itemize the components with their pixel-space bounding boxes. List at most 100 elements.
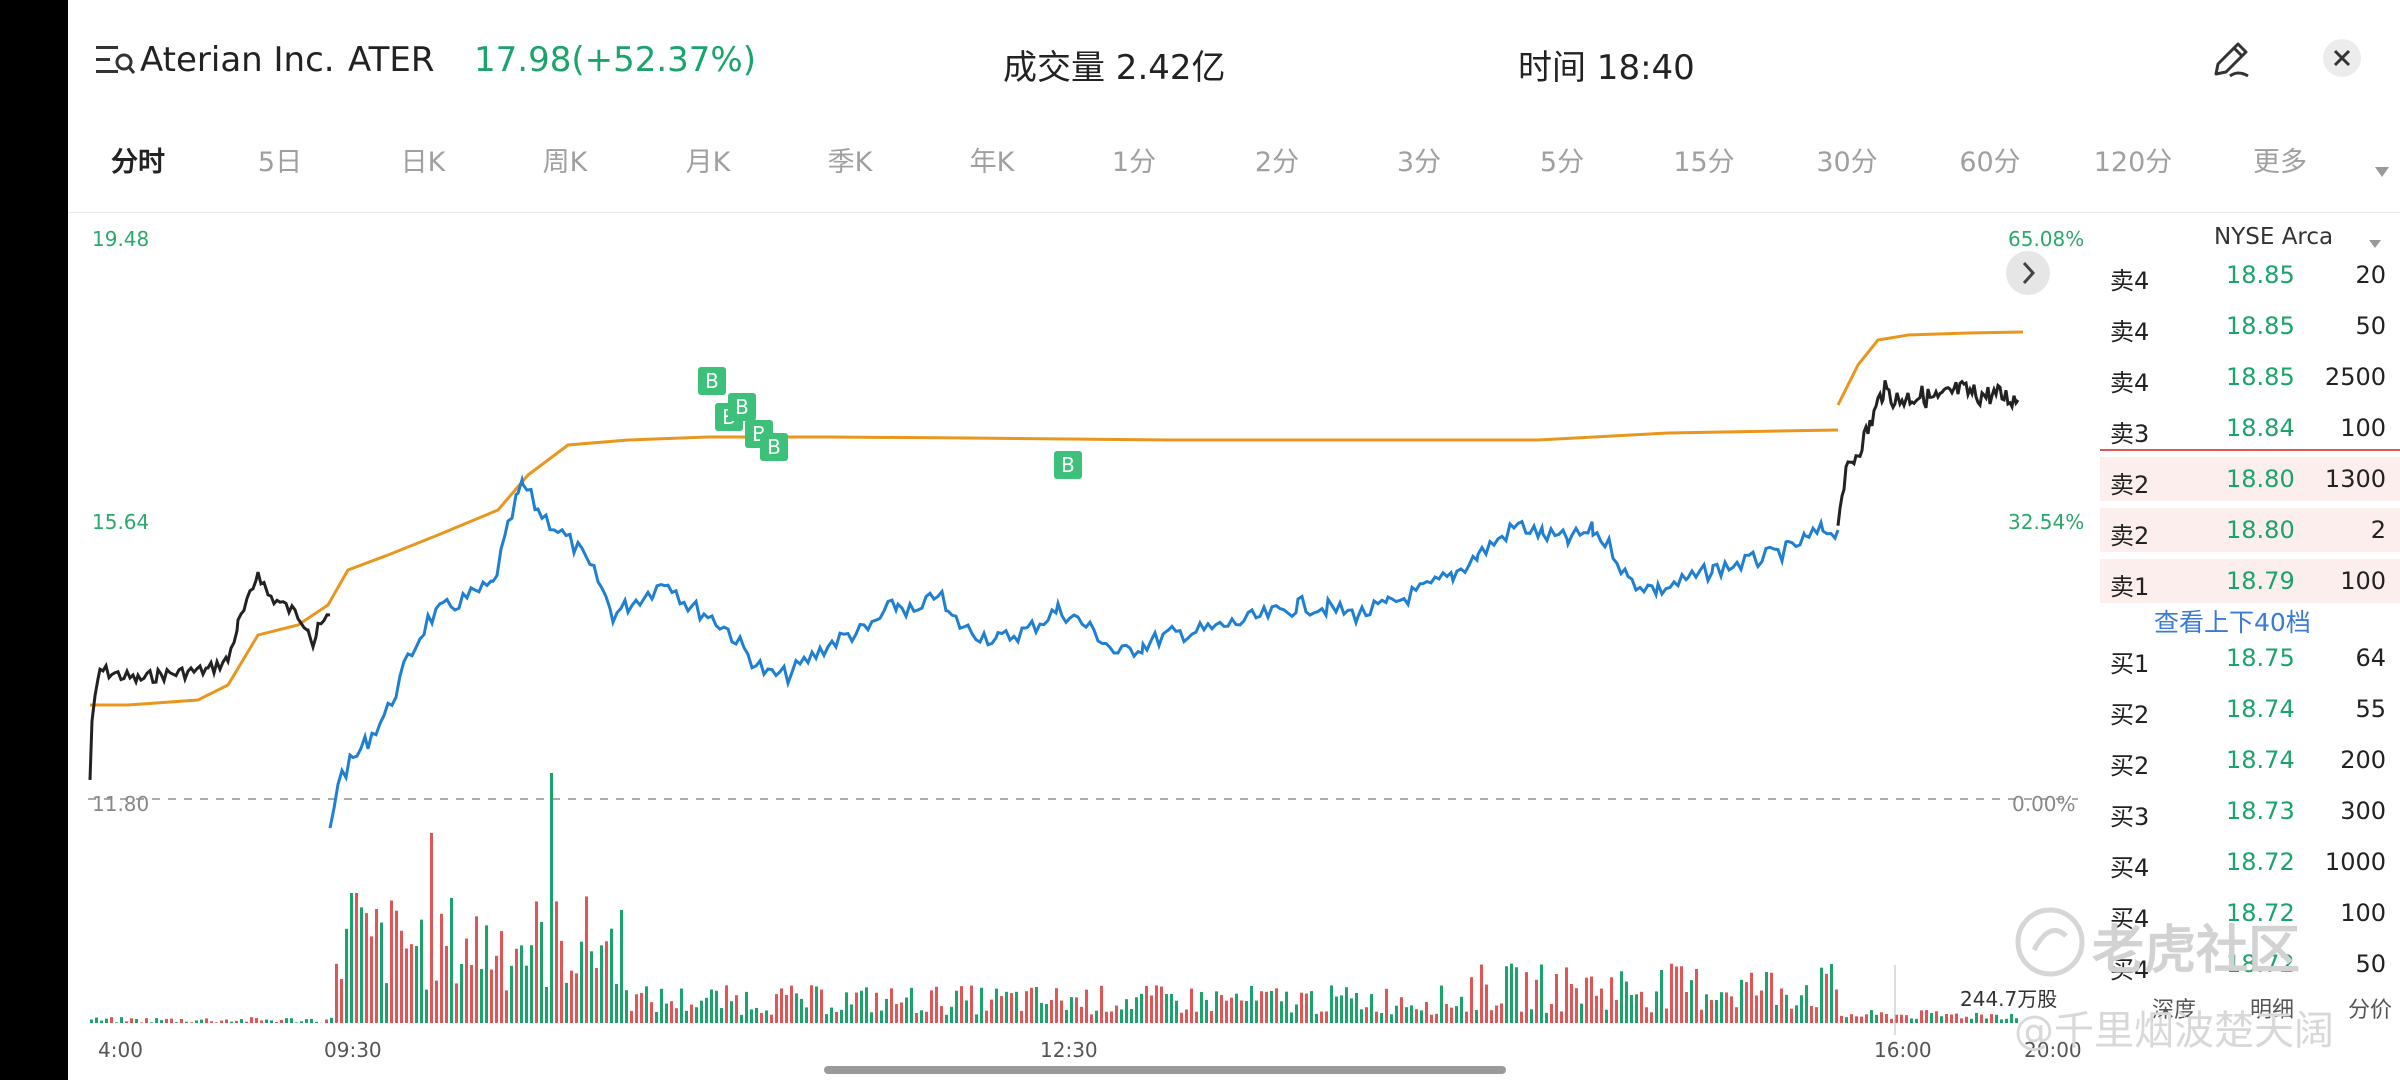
volume-bar <box>1660 970 1663 1023</box>
volume-bar <box>570 970 573 1023</box>
tab-5day[interactable]: 5日 <box>257 147 303 178</box>
ask-row[interactable]: 卖3 18.84 100 <box>2100 406 2400 450</box>
volume-bar <box>1165 993 1168 1023</box>
volume-bar <box>225 1019 228 1023</box>
bid-row[interactable]: 买2 18.74 55 <box>2100 687 2400 731</box>
volume-bar <box>415 946 418 1023</box>
expand-chart-button[interactable] <box>2006 251 2050 295</box>
x-label-4am: 4:00 <box>98 1038 143 1062</box>
pct-label-top: 65.08% <box>2008 227 2085 251</box>
volume-bar <box>560 940 563 1023</box>
volume-bar <box>145 1018 148 1023</box>
volume-bar <box>1400 997 1403 1023</box>
volume-bar <box>340 978 343 1023</box>
bid-qty: 50 <box>2355 950 2386 978</box>
tab-intraday[interactable]: 分时 <box>111 147 165 178</box>
volume-bar <box>205 1018 208 1023</box>
ask-qty: 100 <box>2340 567 2386 595</box>
volume-bar <box>1280 1001 1283 1023</box>
bid-row[interactable]: 买4 18.72 100 <box>2100 891 2400 935</box>
ask-row[interactable]: 卖4 18.85 2500 <box>2100 355 2400 399</box>
edit-pen-icon[interactable] <box>2208 36 2254 91</box>
volume-bar <box>420 919 423 1023</box>
ask-row[interactable]: 卖2 18.80 2 <box>2100 508 2400 552</box>
volume-bar <box>1585 977 1588 1023</box>
more-dropdown-icon[interactable] <box>2374 154 2390 185</box>
volume-bar <box>890 988 893 1023</box>
buy-marker[interactable]: B <box>698 367 726 395</box>
volume-bar <box>1960 1018 1963 1023</box>
bid-row[interactable]: 买1 18.75 64 <box>2100 636 2400 680</box>
intraday-chart[interactable]: BBBBBB 19.48 15.64 11.80 65.08% 32.54% 0… <box>68 215 2088 1080</box>
stock-chart-screen: Aterian Inc. ATER 17.98(+52.37%) 成交量 2.4… <box>68 0 2400 1080</box>
volume-bar <box>620 909 623 1023</box>
volume-bar <box>1180 1012 1183 1023</box>
tab-details[interactable]: 明细 <box>2250 998 2295 1023</box>
tab-yearly-k[interactable]: 年K <box>969 147 1015 178</box>
volume-bar <box>1465 1011 1468 1023</box>
bid-row[interactable]: 买2 18.74 200 <box>2100 738 2400 782</box>
volume-bar <box>1095 1010 1098 1023</box>
menu-search-icon[interactable] <box>94 40 136 89</box>
volume-bar <box>1425 1002 1428 1023</box>
volume-bar <box>1305 993 1308 1023</box>
bid-qty: 64 <box>2355 644 2386 672</box>
tab-quarterly-k[interactable]: 季K <box>827 147 873 178</box>
bid-row[interactable]: 买4 18.72 50 <box>2100 942 2400 986</box>
tab-5min[interactable]: 5分 <box>1539 147 1585 178</box>
view-40-levels-link[interactable]: 查看上下40档 <box>2154 608 2311 637</box>
tab-2min[interactable]: 2分 <box>1254 147 1300 178</box>
volume-bar <box>680 988 683 1023</box>
volume-bar <box>1435 1013 1438 1023</box>
ask-row[interactable]: 卖4 18.85 50 <box>2100 304 2400 348</box>
volume-bar <box>1005 991 1008 1023</box>
exchange-selector[interactable]: NYSE Arca <box>2214 224 2334 250</box>
ask-row[interactable]: 卖4 18.85 20 <box>2100 253 2400 297</box>
tab-depth[interactable]: 深度 <box>2152 998 2197 1023</box>
volume-bar <box>1740 979 1743 1023</box>
tab-daily-k[interactable]: 日K <box>400 147 446 178</box>
volume-bar <box>1835 989 1838 1023</box>
bid-row[interactable]: 买3 18.73 300 <box>2100 789 2400 833</box>
tab-60min[interactable]: 60分 <box>1959 147 2021 178</box>
ask-price: 18.80 <box>2226 516 2295 544</box>
buy-marker[interactable]: B <box>728 393 756 421</box>
tab-120min[interactable]: 120分 <box>2093 147 2173 178</box>
exchange-dropdown-icon[interactable] <box>2368 234 2382 253</box>
tab-more[interactable]: 更多 <box>2253 147 2307 178</box>
ask-row[interactable]: 卖1 18.79 100 <box>2100 559 2400 603</box>
svg-text:B: B <box>767 435 781 459</box>
volume-bar <box>1135 997 1138 1023</box>
volume-bar <box>795 993 798 1023</box>
tab-3min[interactable]: 3分 <box>1396 147 1442 178</box>
volume-bar <box>1295 1004 1298 1023</box>
buy-marker[interactable]: B <box>760 433 788 461</box>
trade-markers: BBBBBB <box>698 367 1082 479</box>
bid-row[interactable]: 买4 18.72 1000 <box>2100 840 2400 884</box>
volume-bar <box>870 1012 873 1023</box>
ask-side: 卖2 <box>2110 471 2150 499</box>
volume-bar <box>1170 994 1173 1023</box>
tab-monthly-k[interactable]: 月K <box>685 147 731 178</box>
tab-30min[interactable]: 30分 <box>1816 147 1878 178</box>
tab-15min[interactable]: 15分 <box>1673 147 1735 178</box>
header: Aterian Inc. ATER 17.98(+52.37%) 成交量 2.4… <box>68 30 2400 90</box>
buy-marker[interactable]: B <box>1054 451 1082 479</box>
tab-1min[interactable]: 1分 <box>1111 147 1157 178</box>
volume-bar <box>840 1009 843 1023</box>
volume-bar <box>1485 984 1488 1023</box>
volume-bar <box>1760 990 1763 1023</box>
volume-bar <box>1650 1012 1653 1023</box>
volume-bar <box>980 987 983 1023</box>
ask-row[interactable]: 卖2 18.80 1300 <box>2100 457 2400 501</box>
tab-weekly-k[interactable]: 周K <box>542 147 588 178</box>
volume-bar <box>520 945 523 1023</box>
volume-bar <box>1980 1014 1983 1023</box>
tab-price-distribution[interactable]: 分价 <box>2348 998 2393 1023</box>
volume-bar <box>1830 964 1833 1023</box>
home-indicator[interactable] <box>824 1066 1506 1074</box>
volume-bar <box>1265 991 1268 1023</box>
volume-bar <box>1115 1005 1118 1023</box>
close-icon[interactable] <box>2322 38 2362 87</box>
volume-bar <box>1250 985 1253 1023</box>
